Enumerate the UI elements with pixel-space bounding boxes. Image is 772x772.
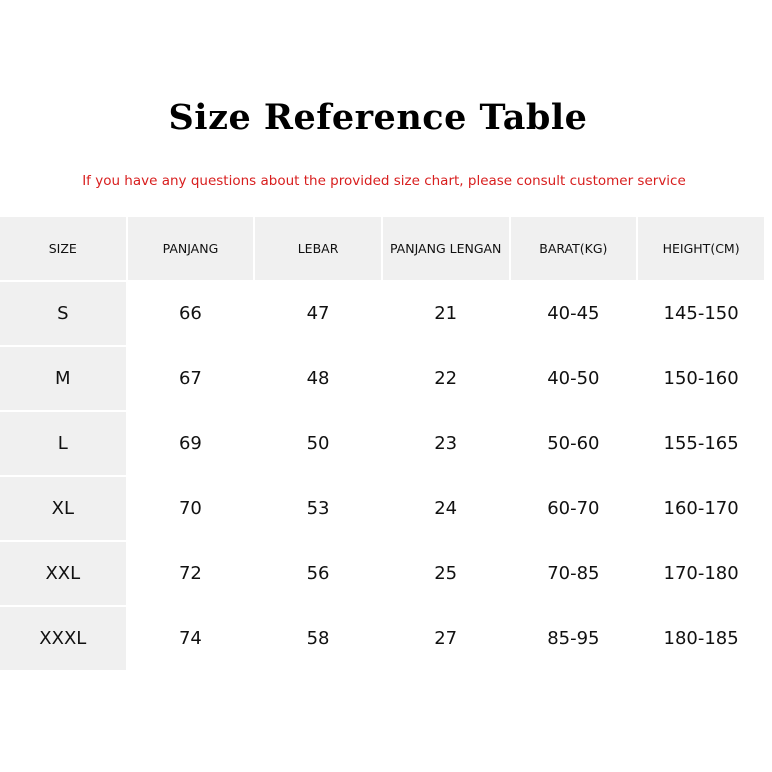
size-table: SIZE PANJANG LEBAR PANJANG LENGAN BARAT(KG) H… [0,215,766,672]
table-cell: 60-70 [510,477,637,540]
size-label-cell: XXXL [0,607,126,670]
table-cell: 160-170 [638,477,764,540]
column-header: PANJANG [127,217,254,280]
table-cell: 50 [255,412,381,475]
table-cell: 70 [127,477,254,540]
table-cell: 22 [382,347,509,410]
table-row: XXL 72 56 25 70-85 170-180 [0,542,764,605]
table-cell: 66 [127,282,254,345]
size-label-cell: L [0,412,126,475]
column-header: BARAT(KG) [510,217,637,280]
page-title: Size Reference Table [168,97,588,138]
table-cell: 25 [382,542,509,605]
table-cell: 58 [255,607,381,670]
table-cell: 21 [382,282,509,345]
table-cell: 40-45 [510,282,637,345]
column-header: HEIGHT(CM) [638,217,764,280]
column-header: PANJANG LENGAN [382,217,509,280]
table-cell: 155-165 [638,412,764,475]
table-cell: 72 [127,542,254,605]
table-header-row: SIZE PANJANG LEBAR PANJANG LENGAN BARAT(KG) H… [0,217,764,280]
table-cell: 69 [127,412,254,475]
table-cell: 27 [382,607,509,670]
subtitle-notice: If you have any questions about the prov… [82,173,686,189]
table-row: S 66 47 21 40-45 145-150 [0,282,764,345]
size-label-cell: XXL [0,542,126,605]
table-cell: 180-185 [638,607,764,670]
column-header: LEBAR [255,217,381,280]
table-row: XL 70 53 24 60-70 160-170 [0,477,764,540]
table-cell: 56 [255,542,381,605]
table-row: XXXL 74 58 27 85-95 180-185 [0,607,764,670]
size-label-cell: M [0,347,126,410]
table-cell: 67 [127,347,254,410]
table-cell: 170-180 [638,542,764,605]
table-cell: 145-150 [638,282,764,345]
table-cell: 40-50 [510,347,637,410]
table-cell: 50-60 [510,412,637,475]
table-cell: 47 [255,282,381,345]
table-cell: 150-160 [638,347,764,410]
table-cell: 23 [382,412,509,475]
table-cell: 48 [255,347,381,410]
size-label-cell: XL [0,477,126,540]
table-cell: 74 [127,607,254,670]
table-cell: 53 [255,477,381,540]
table-cell: 70-85 [510,542,637,605]
table-cell: 85-95 [510,607,637,670]
size-label-cell: S [0,282,126,345]
column-header: SIZE [0,217,126,280]
table-row: M 67 48 22 40-50 150-160 [0,347,764,410]
table-row: L 69 50 23 50-60 155-165 [0,412,764,475]
table-cell: 24 [382,477,509,540]
